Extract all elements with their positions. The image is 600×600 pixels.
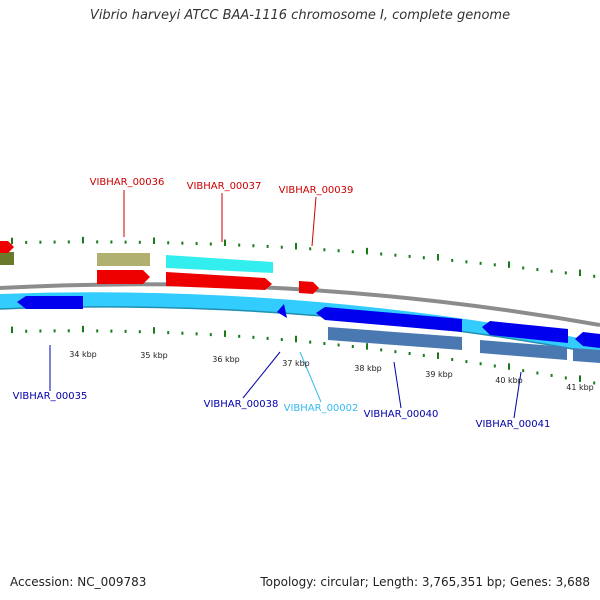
scale-label-34: 34 kbp	[69, 350, 97, 359]
gene-label-00040[interactable]: VIBHAR_00040	[364, 409, 439, 420]
upper-scale-ticks	[11, 236, 596, 278]
gene-label-00037[interactable]: VIBHAR_00037	[187, 181, 262, 192]
gene-olive[interactable]	[97, 253, 150, 266]
gene-label-00002[interactable]: VIBHAR_00002	[284, 403, 359, 414]
leader-00038	[242, 351, 281, 399]
gene-aqua[interactable]	[166, 255, 273, 273]
gene-blue-arrow-3[interactable]	[316, 307, 462, 332]
accession-text: Accession: NC_009783	[10, 575, 147, 589]
reverse-strand-edge	[0, 306, 600, 355]
gene-label-00035[interactable]: VIBHAR_00035	[13, 391, 88, 402]
scale-label-38: 38 kbp	[354, 364, 382, 373]
scale-label-40: 40 kbp	[495, 376, 523, 385]
gene-blue-arrow-2[interactable]	[277, 304, 287, 318]
scale-labels: 34 kbp 35 kbp 36 kbp 37 kbp 38 kbp 39 kb…	[69, 350, 594, 392]
gene-steel-2[interactable]	[480, 340, 567, 360]
leader-lines	[49, 190, 522, 419]
gene-blue-arrow-5[interactable]	[575, 332, 600, 348]
gene-blue-arrow-4[interactable]	[482, 321, 568, 343]
gene-steel-3[interactable]	[573, 348, 600, 363]
topology-text: Topology: circular; Length: 3,765,351 bp…	[260, 575, 590, 589]
forward-strand-features	[0, 241, 319, 294]
gene-red-arrow[interactable]	[97, 270, 150, 284]
gene-steel-1[interactable]	[328, 327, 462, 350]
scale-label-35: 35 kbp	[140, 351, 168, 360]
leader-00002	[299, 351, 322, 403]
gene-label-00041[interactable]: VIBHAR_00041	[476, 419, 551, 430]
lower-scale-ticks	[11, 325, 596, 385]
gene-blue-arrow-1[interactable]	[17, 296, 83, 309]
gene-label-00036[interactable]: VIBHAR_00036	[90, 177, 165, 188]
gene-red-arrow-long[interactable]	[166, 272, 272, 290]
scale-label-41: 41 kbp	[566, 383, 594, 392]
leader-00040	[393, 361, 402, 409]
scale-label-37: 37 kbp	[282, 359, 310, 368]
scale-label-36: 36 kbp	[212, 355, 240, 364]
scale-label-39: 39 kbp	[425, 370, 453, 379]
leader-00041	[513, 371, 522, 419]
map-title: Vibrio harveyi ATCC BAA-1116 chromosome …	[89, 8, 511, 23]
reverse-strand-features	[17, 296, 600, 363]
gene-olive-dark[interactable]	[0, 252, 14, 265]
gene-label-00038[interactable]: VIBHAR_00038	[204, 399, 279, 410]
gene-red-arrow-small[interactable]	[299, 281, 319, 294]
gene-red-arrow-edge[interactable]	[0, 241, 14, 253]
gene-labels: VIBHAR_00036 VIBHAR_00037 VIBHAR_00039 V…	[13, 177, 551, 430]
gene-label-00039[interactable]: VIBHAR_00039	[279, 185, 354, 196]
leader-00039	[311, 196, 317, 247]
